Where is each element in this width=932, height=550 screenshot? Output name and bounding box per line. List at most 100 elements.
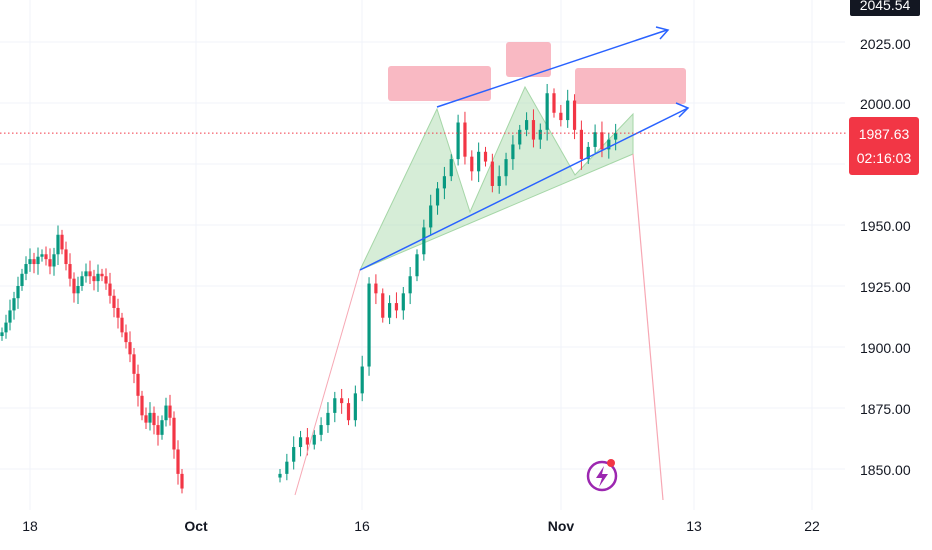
top-price-badge: 2045.54 — [850, 0, 920, 16]
candle-body — [298, 437, 303, 448]
candle-body — [449, 159, 453, 177]
drawings-front-layer — [294, 26, 690, 501]
channel-upper-arrowhead — [655, 26, 670, 40]
candle-body — [579, 129, 583, 160]
candle-body — [136, 373, 140, 396]
candle-body — [511, 144, 515, 160]
candle-body — [180, 473, 184, 489]
zigzag-line[interactable] — [294, 269, 361, 496]
candle-body — [152, 412, 156, 426]
candle-body — [559, 112, 563, 121]
time-axis[interactable]: 18 Oct 16 Nov 13 22 — [22, 518, 820, 534]
candle-body — [326, 412, 330, 426]
y-tick-label: 2025.00 — [860, 36, 911, 52]
projection-line[interactable] — [632, 153, 664, 501]
current-price-text: 1987.63 — [859, 126, 910, 142]
x-tick-label: 18 — [22, 518, 38, 534]
lightning-icon[interactable] — [586, 459, 618, 492]
candle-body — [572, 100, 577, 130]
candle-body — [381, 293, 385, 318]
candle-body — [112, 295, 116, 308]
candle-body — [531, 120, 536, 140]
candle-body — [463, 122, 467, 157]
candle-body — [128, 342, 132, 355]
candle-body — [24, 264, 28, 274]
candle-body — [120, 317, 124, 333]
resistance-zone-2[interactable] — [506, 42, 551, 77]
candle-body — [80, 276, 84, 286]
price-axis[interactable]: 2045.54 2025.00 2000.00 1950.00 1925.00 … — [849, 0, 920, 478]
candle-body — [16, 286, 20, 299]
candle-body — [435, 188, 440, 206]
candle-body — [8, 310, 12, 323]
top-price-badge-text: 2045.54 — [860, 0, 911, 13]
candle-body — [340, 398, 344, 404]
candle-body — [164, 405, 168, 421]
y-tick-label: 1875.00 — [860, 401, 911, 417]
resistance-zone-3[interactable] — [575, 68, 686, 104]
candle-body — [586, 146, 590, 160]
candle-body — [44, 254, 48, 260]
candle-body — [32, 259, 36, 265]
candle-body — [477, 151, 481, 172]
candle-body — [56, 234, 60, 255]
candle-body — [96, 273, 100, 282]
candle-body — [319, 425, 323, 435]
candle-body — [607, 139, 611, 150]
candle-body — [156, 425, 160, 435]
candle-body — [401, 293, 405, 311]
candle-body — [333, 398, 337, 413]
candle-body — [545, 93, 549, 130]
candle-body — [68, 264, 72, 279]
candle-body — [614, 133, 618, 140]
rising-wedge-pattern[interactable] — [358, 85, 634, 271]
candle-body — [285, 461, 289, 474]
candle-body — [84, 271, 88, 277]
candle-body — [415, 254, 419, 277]
candle-body — [394, 303, 399, 311]
candle-body — [88, 271, 92, 277]
candle-body — [504, 159, 508, 177]
candle-body — [72, 278, 76, 294]
candle-body — [346, 403, 351, 421]
channel-lower-arrowhead — [675, 102, 690, 118]
candle-body — [172, 417, 176, 450]
candle-body — [60, 234, 64, 250]
candle-body — [160, 420, 164, 435]
candle-body — [278, 473, 282, 478]
candle-body — [566, 100, 570, 121]
candle-body — [116, 307, 120, 318]
candle-body — [470, 156, 474, 172]
drawings-back-layer — [358, 42, 686, 271]
x-tick-label: Oct — [184, 518, 208, 534]
candle-body — [456, 122, 460, 160]
candle-body — [305, 437, 309, 445]
x-tick-label: 16 — [354, 518, 370, 534]
candle-body — [108, 283, 112, 296]
candle-body — [100, 273, 104, 277]
grid-lines — [0, 0, 845, 510]
candle-body — [292, 447, 296, 462]
candle-body — [552, 93, 556, 113]
candle-body — [20, 273, 24, 286]
candle-body — [48, 259, 52, 267]
candlestick-series — [0, 83, 618, 494]
y-tick-label: 1925.00 — [860, 279, 911, 295]
candle-body — [4, 322, 8, 333]
countdown-text: 02:16:03 — [857, 150, 912, 166]
candle-body — [442, 176, 446, 189]
candle-body — [538, 129, 542, 140]
candle-body — [497, 176, 501, 186]
channel-upper-line[interactable] — [436, 29, 668, 108]
candle-body — [52, 254, 56, 267]
channel-lower-line[interactable] — [359, 107, 689, 271]
candle-body — [176, 449, 180, 474]
y-tick-label: 1850.00 — [860, 462, 911, 478]
resistance-zone-1[interactable] — [388, 66, 491, 101]
candle-body — [140, 395, 144, 416]
candle-body — [36, 256, 40, 265]
y-tick-label: 2000.00 — [860, 96, 911, 112]
current-price-badge: 1987.63 02:16:03 — [849, 117, 919, 175]
